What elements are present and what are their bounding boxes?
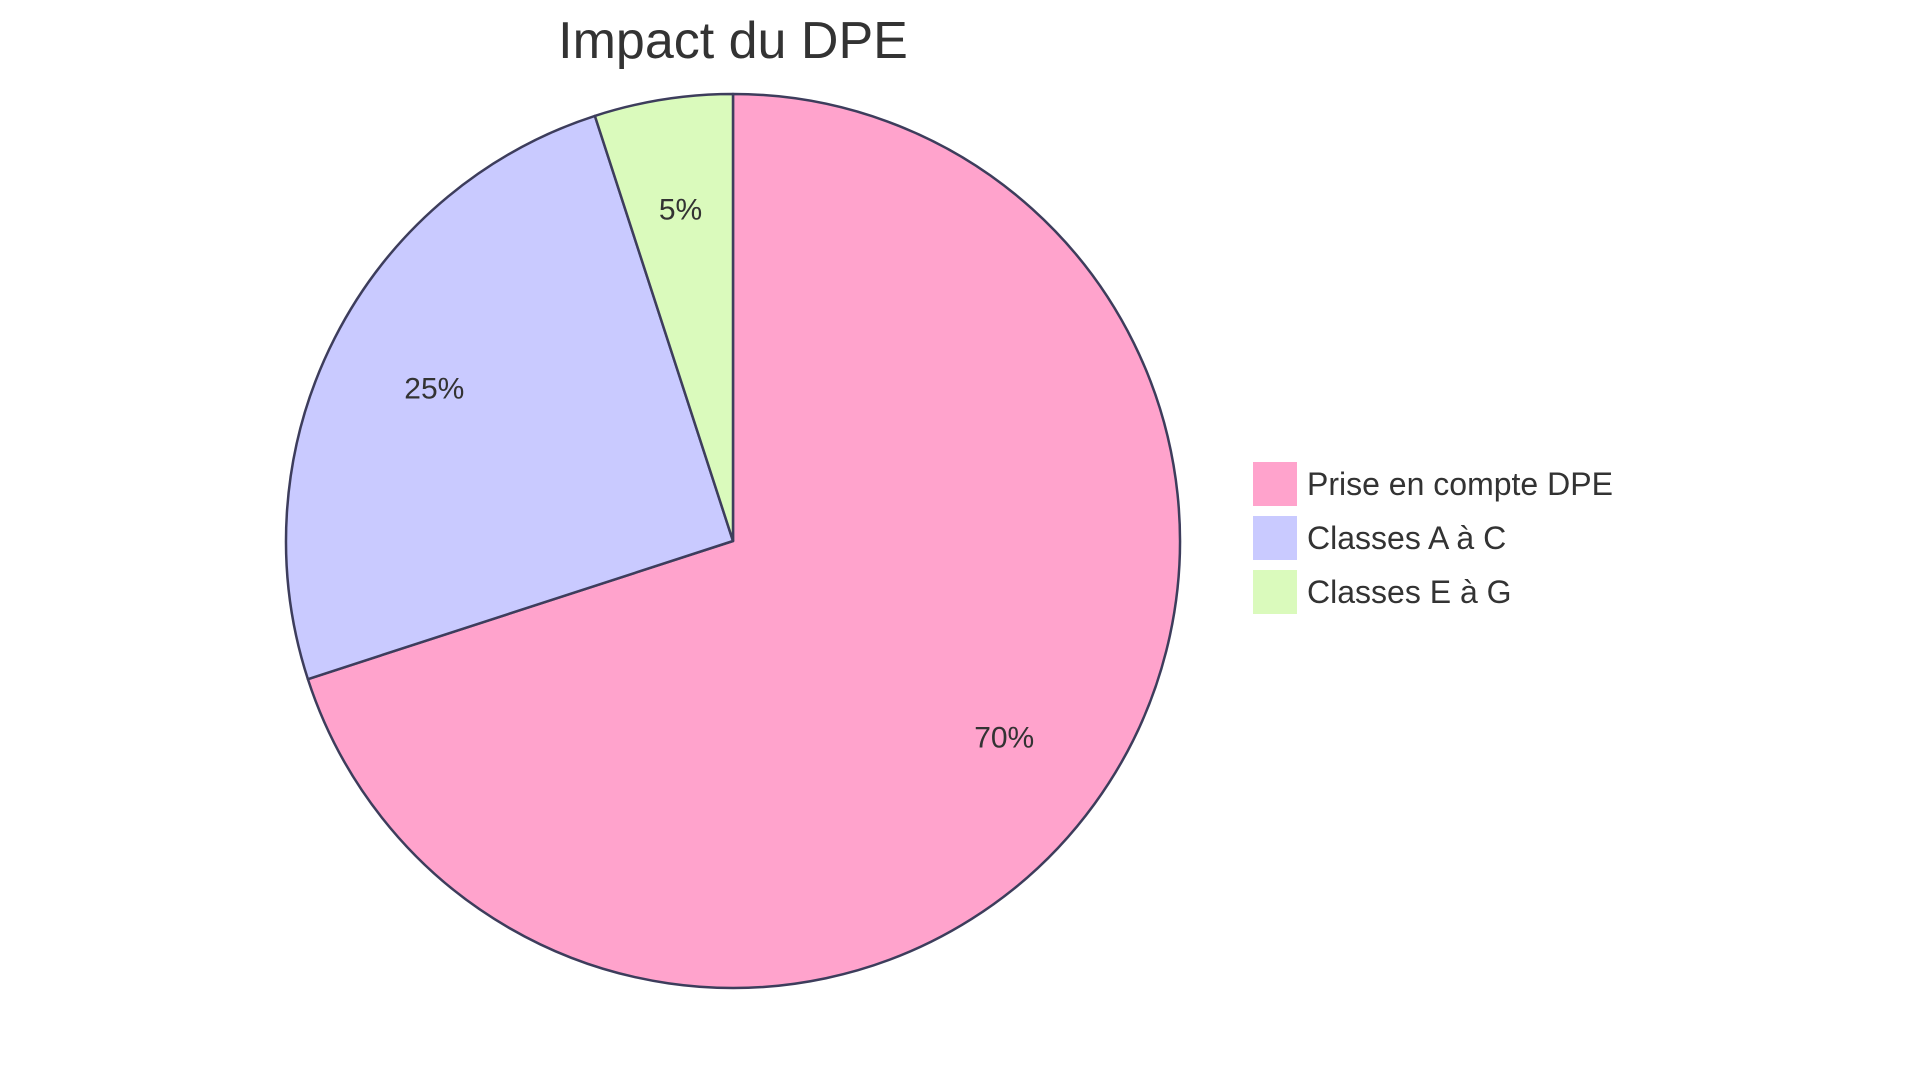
pie-slice-0	[306, 92, 1182, 990]
pie-slice-label-1: 25%	[404, 372, 464, 405]
pie-slice-1	[284, 114, 735, 681]
legend-label-2: Classes E à G	[1307, 574, 1512, 610]
pie-slice-labels: 70% 25% 5%	[404, 193, 1034, 754]
pie-slice-label-0: 70%	[974, 722, 1034, 755]
legend-label-1: Classes A à C	[1307, 520, 1506, 556]
pie-slices	[284, 92, 1182, 990]
legend: Prise en compte DPE Classes A à C Classes …	[1253, 462, 1613, 614]
legend-label-0: Prise en compte DPE	[1307, 466, 1613, 502]
pie-slice-label-2: 5%	[659, 193, 702, 226]
chart-title: Impact du DPE	[558, 12, 908, 70]
legend-swatch-1	[1253, 516, 1297, 560]
pie-slice-2	[593, 92, 735, 543]
legend-swatch-0	[1253, 462, 1297, 506]
legend-swatch-2	[1253, 570, 1297, 614]
